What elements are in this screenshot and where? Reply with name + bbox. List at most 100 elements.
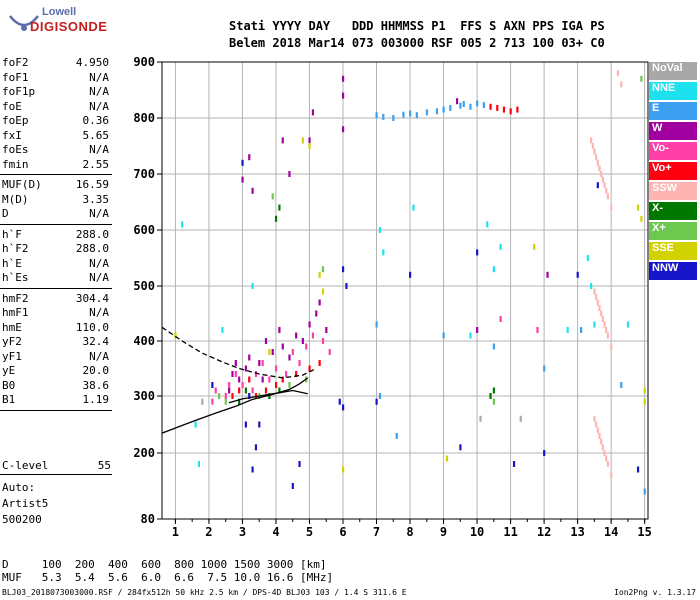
data-point-w (315, 310, 318, 317)
separator (0, 287, 112, 289)
param-row: foE N/A (0, 100, 112, 115)
param-row: foEp 0.36 (0, 114, 112, 129)
data-point-e (425, 109, 428, 116)
separator (0, 223, 112, 225)
data-point-nne (492, 266, 496, 273)
data-point-w (308, 137, 311, 144)
data-point-ssw (593, 288, 596, 295)
data-point-noval (519, 415, 522, 422)
param-row: foEs N/A (0, 143, 112, 158)
param-name: MUF(D) (2, 178, 42, 191)
data-point-x- (238, 398, 241, 405)
param-name: h`F2 (2, 242, 29, 255)
grid (162, 61, 648, 520)
data-point-w (301, 338, 304, 344)
legend-item: NNE (649, 82, 697, 100)
param-value: N/A (89, 207, 109, 220)
param-row: D N/A (0, 207, 112, 222)
data-point-vo- (251, 387, 254, 394)
data-point-nnw (248, 393, 251, 399)
data-point-vo- (224, 393, 227, 399)
data-point-e (469, 103, 472, 110)
data-point-ssw (593, 415, 596, 422)
data-point-noval (479, 415, 482, 422)
param-name: foEp (2, 114, 29, 127)
trace-profile (161, 377, 309, 434)
param-row: B1 1.19 (0, 393, 112, 408)
param-name: h`E (2, 256, 22, 270)
data-point-x+ (258, 393, 261, 399)
data-point-ssw (590, 137, 593, 144)
data-point-vo+ (274, 382, 278, 388)
data-point-nnw (375, 398, 378, 405)
data-point-w (248, 154, 251, 161)
data-point-nnw (409, 271, 412, 278)
data-point-vo- (311, 332, 315, 339)
legend: NoVal NNE E W Vo- Vo+ SSW X- X+ SSE NNW (649, 62, 697, 282)
data-point-sse (308, 143, 311, 149)
data-point-w (281, 137, 284, 144)
data-point-x+ (288, 382, 291, 388)
digisonde-logo (9, 15, 39, 31)
data-point-w (264, 338, 268, 344)
x-tick-label: 14 (604, 525, 618, 539)
data-point-nnw (636, 466, 640, 473)
param-value: N/A (89, 271, 109, 284)
data-point-nnw (341, 404, 345, 411)
data-point-x+ (224, 398, 227, 405)
param-name: foEs (2, 143, 29, 156)
data-point-ssw (601, 176, 604, 183)
param-value: 32.4 (82, 335, 110, 348)
param-value: 288.0 (75, 227, 109, 241)
data-point-vo- (274, 365, 278, 372)
data-point-w (278, 327, 281, 333)
data-point-w (248, 354, 251, 361)
param-row: h`Es N/A (0, 271, 112, 286)
param-row: MUF(D) 16.59 (0, 178, 112, 193)
x-tick-label: 11 (503, 525, 517, 539)
data-point-e (375, 321, 378, 328)
x-tick-label: 1 (172, 525, 179, 539)
data-point-vo- (254, 371, 258, 377)
data-point-nne (197, 461, 201, 467)
data-point-w (288, 354, 291, 361)
data-point-vo+ (489, 103, 492, 110)
param-value: N/A (89, 349, 109, 363)
x-tick-label: 3 (239, 525, 246, 539)
data-point-nnw (251, 466, 254, 473)
data-point-x+ (305, 376, 308, 383)
data-point-vo+ (308, 365, 311, 372)
legend-item: E (649, 102, 697, 120)
data-point-ssw (606, 193, 609, 200)
data-point-e (482, 102, 485, 109)
y-tick-label: 80 (141, 512, 155, 526)
data-point-nne (469, 332, 472, 339)
data-point-nne (378, 227, 382, 233)
y-tick-label: 300 (133, 389, 155, 403)
y-tick-label: 500 (133, 279, 155, 293)
data-point-ssw (620, 81, 623, 88)
param-name: fmin (2, 157, 29, 171)
data-point-x+ (271, 193, 274, 200)
param-name: yF2 (2, 335, 22, 348)
data-point-e (459, 102, 462, 109)
data-point-ssw (601, 316, 604, 322)
data-point-e (395, 432, 398, 439)
data-point-ssw (596, 427, 599, 434)
data-point-vo+ (496, 104, 499, 111)
data-point-nnw (258, 421, 261, 428)
x-tick-label: 15 (637, 525, 651, 539)
data-point-vo- (234, 371, 237, 377)
data-point-ssw (598, 432, 601, 439)
data-point-ssw (605, 187, 608, 194)
data-point-sse (268, 349, 271, 355)
param-name: yF1 (2, 349, 22, 363)
trace-model (161, 326, 317, 379)
param-row: h`F2 288.0 (0, 242, 112, 257)
legend-item: SSW (649, 182, 697, 200)
data-point-vo+ (295, 371, 298, 377)
y-tick-label: 700 (133, 167, 155, 181)
data-point-e (409, 110, 412, 117)
data-point-nne (382, 249, 385, 256)
data-point-w (546, 271, 549, 278)
